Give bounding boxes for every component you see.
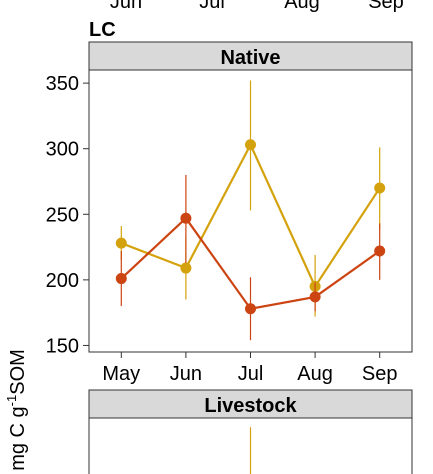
x-tick-label: Jul [238, 363, 264, 385]
facet-strip-livestock [88, 389, 413, 419]
data-point [180, 262, 192, 274]
data-point [309, 291, 321, 303]
panel-label: LC [89, 19, 116, 41]
data-point [115, 237, 127, 249]
top-tick-label: Jul [199, 0, 225, 13]
top-tick-label: Jun [110, 0, 142, 13]
series-native [115, 80, 386, 341]
top-tick-label: Aug [284, 0, 320, 13]
data-point [374, 245, 386, 257]
data-point [180, 212, 192, 224]
facet-title-livestock: Livestock [204, 395, 297, 417]
y-tick-label: 200 [46, 270, 79, 292]
y-tick-label: 300 [46, 139, 79, 161]
x-tick-label: Sep [362, 363, 398, 385]
facet-title-native: Native [220, 47, 280, 69]
data-point [245, 303, 256, 315]
y-tick-label: 250 [46, 204, 79, 226]
top-tick-label: Sep [368, 0, 404, 13]
top-partial-tick-labels: Jun Jul Aug Sep [110, 0, 404, 13]
data-point [374, 182, 386, 194]
facet-strip-native [88, 41, 413, 71]
y-tick-label: 350 [46, 73, 79, 95]
x-tick-label: Jun [170, 363, 202, 385]
data-point [115, 273, 127, 285]
x-tick-label: May [102, 363, 140, 385]
x-axis-native: May Jun Jul Aug Sep [102, 352, 397, 385]
y-tick-label: 150 [46, 335, 79, 357]
y-axis-native: 150 200 250 300 350 [46, 73, 89, 357]
data-point [245, 139, 256, 151]
y-axis-title: mg C g-1SOM [4, 349, 29, 471]
x-tick-label: Aug [297, 363, 333, 385]
